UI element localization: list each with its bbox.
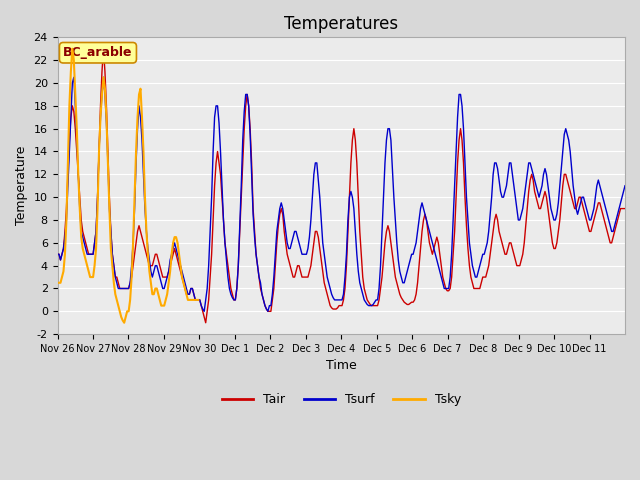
- Title: Temperatures: Temperatures: [284, 15, 398, 33]
- Text: BC_arable: BC_arable: [63, 46, 132, 59]
- X-axis label: Time: Time: [326, 360, 356, 372]
- Y-axis label: Temperature: Temperature: [15, 146, 28, 226]
- Legend: Tair, Tsurf, Tsky: Tair, Tsurf, Tsky: [217, 388, 466, 411]
